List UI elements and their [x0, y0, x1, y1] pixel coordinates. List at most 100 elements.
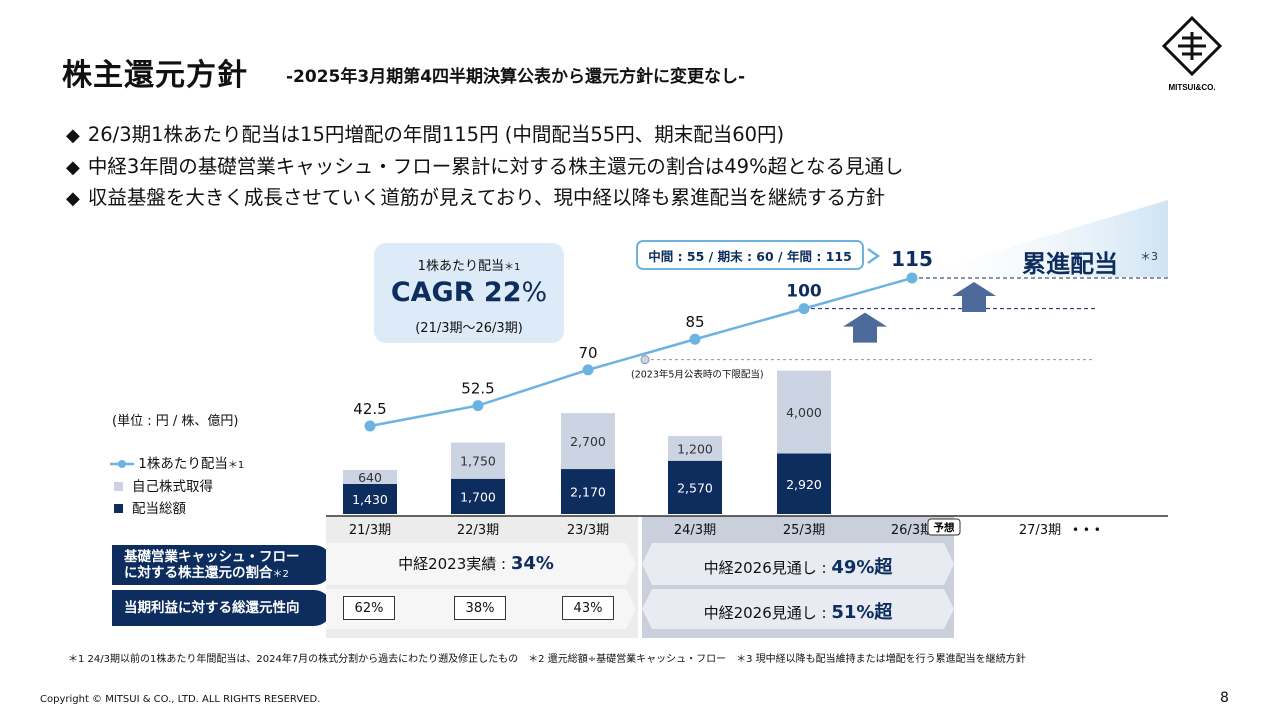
row-label-operating-cf-note: ＊2 — [272, 569, 289, 580]
bar-buyback — [343, 470, 397, 484]
bullet-3: ◆ 収益基盤を大きく成長させていく道筋が見えており、現中経以降も累進配当を継続する… — [66, 186, 886, 209]
x-tick-label: 25/3期 — [783, 523, 825, 538]
bar-buyback-label: 1,750 — [460, 454, 496, 469]
bar-buyback-label: 4,000 — [786, 405, 822, 420]
payout-21-3: 62% — [343, 596, 395, 620]
dps-point — [689, 333, 701, 345]
unit-label: (単位 : 円 / 株、億円) — [112, 414, 239, 429]
legend-dividend: 1株あたり配当＊1 — [110, 452, 244, 472]
progressive-dividend-label: 累進配当 — [1022, 250, 1118, 278]
payout-23-3: 43% — [562, 596, 614, 620]
x-tick-label: 22/3期 — [457, 523, 499, 538]
bar-dividend-total — [777, 453, 831, 514]
dps-point — [364, 420, 376, 432]
lower-limit-marker — [640, 355, 650, 365]
page-title: 株主還元方針 — [62, 58, 248, 93]
cagr-period: (21/3期〜26/3期) — [415, 321, 523, 336]
legend-total-dividend-label: 配当総額 — [132, 501, 186, 517]
svg-text:予想: 予想 — [934, 521, 955, 534]
row1-actual: 中経2023実績 : 34% — [326, 553, 626, 574]
dps-label: 70 — [578, 344, 597, 362]
row1-actual-text: 中経2023実績 : — [398, 555, 511, 573]
row-label-payout-ratio: 当期利益に対する総還元性向 — [112, 590, 332, 626]
bar-dividend-total-label: 2,170 — [570, 485, 606, 500]
dps-point — [798, 303, 810, 315]
bar-dividend-total — [561, 469, 615, 514]
x-tick-label: 21/3期 — [349, 523, 391, 538]
legend-buyback: 自己株式取得 — [110, 475, 213, 495]
dps-point — [582, 364, 594, 376]
row1-right-arrow-bg — [642, 543, 954, 585]
dps-label: 115 — [891, 247, 933, 271]
payout-22-3: 38% — [454, 596, 506, 620]
legend-line-icon — [110, 460, 134, 468]
legend-dividend-label: 1株あたり配当 — [138, 456, 228, 472]
bar-dividend-total-label: 1,430 — [352, 492, 388, 507]
bar-dividend-total-label: 2,570 — [677, 480, 713, 495]
bullet-2: ◆ 中経3年間の基礎営業キャッシュ・フロー累計に対する株主還元の割合は49%超とな… — [66, 155, 904, 178]
bar-dividend-total-label: 2,920 — [786, 477, 822, 492]
forecast-badge: 予想 — [927, 518, 961, 536]
progressive-dividend-note: ＊3 — [1140, 250, 1158, 263]
dps-point — [906, 272, 918, 284]
dps-point — [472, 400, 484, 412]
bar-dividend-total — [343, 484, 397, 514]
row2-right-arrow-bg — [642, 589, 954, 629]
row2-outlook-text: 中経2026見通し : — [703, 604, 832, 622]
bar-buyback-label: 1,200 — [677, 441, 713, 456]
bullet-3-text: 収益基盤を大きく成長させていく道筋が見えており、現中経以降も累進配当を継続する方… — [87, 186, 886, 209]
bar-dividend-total — [451, 478, 505, 514]
dps-line — [369, 276, 913, 428]
x-tick-label: 27/3期 — [1019, 523, 1061, 538]
bar-buyback-label: 640 — [358, 470, 382, 485]
bar-buyback — [668, 435, 722, 461]
x-tick-label: 24/3期 — [674, 523, 716, 538]
row1-outlook-text: 中経2026見通し : — [703, 559, 832, 577]
footnote: ＊1 24/3期以前の1株あたり年間配当は、2024年7月の株式分割から過去にわ… — [68, 654, 1026, 665]
bar-buyback — [777, 370, 831, 454]
cagr-caption: 1株あたり配当＊1 — [417, 259, 521, 274]
x-tick-label: 26/3期 — [891, 523, 933, 538]
cagr-unit: % — [521, 277, 548, 308]
trailing-dots: • • • — [1072, 523, 1101, 537]
page-number: 8 — [1220, 690, 1229, 706]
dps-label: 85 — [685, 313, 704, 331]
bar-buyback — [451, 442, 505, 479]
row1-outlook-value: 49%超 — [831, 557, 893, 578]
up-arrow-icon — [952, 282, 996, 312]
bar-dividend-total — [668, 460, 722, 514]
logo-text: MITSUI&CO. — [1168, 83, 1215, 92]
legend-buyback-label: 自己株式取得 — [132, 479, 213, 495]
cagr-value: CAGR 22% — [390, 277, 548, 308]
up-arrow-icon — [843, 312, 887, 343]
bar-buyback — [561, 413, 615, 470]
row2-outlook: 中経2026見通し : 51%超 — [642, 598, 954, 624]
bullet-2-text: 中経3年間の基礎営業キャッシュ・フロー累計に対する株主還元の割合は49%超となる… — [87, 155, 904, 178]
row1-left-arrow-bg — [326, 543, 636, 585]
legend-total-dividend-swatch — [114, 504, 123, 513]
dps-label: 42.5 — [353, 400, 386, 418]
x-tick-label: 23/3期 — [567, 523, 609, 538]
row-label-operating-cf-line2: に対する株主還元の割合 — [124, 565, 273, 581]
cagr-box: 1株あたり配当＊1 CAGR 22% (21/3期〜26/3期) — [374, 243, 564, 343]
callout-chevron-icon — [867, 247, 881, 265]
cagr-note: ＊1 — [503, 262, 521, 273]
bullet-1-text: 26/3期1株あたり配当は15円増配の年間115円 (中間配当55円、期末配当6… — [87, 123, 785, 146]
progressive-wedge — [910, 200, 1168, 277]
dps-label: 52.5 — [461, 380, 494, 398]
legend-total-dividend: 配当総額 — [110, 497, 186, 517]
bar-buyback-label: 2,700 — [570, 434, 606, 449]
legend-buyback-swatch — [114, 482, 123, 491]
lower-limit-annotation: (2023年5月公表時の下限配当) — [631, 369, 764, 381]
legend-dividend-note: ＊1 — [227, 460, 245, 471]
dps-label: 100 — [786, 282, 822, 302]
copyright: Copyright © MITSUI & CO., LTD. ALL RIGHT… — [40, 694, 321, 705]
company-logo: MITSUI&CO. — [1161, 15, 1223, 92]
page-subtitle: -2025年3月期第4四半期決算公表から還元方針に変更なし- — [286, 67, 746, 87]
row-label-operating-cf-line1: 基礎営業キャッシュ・フロー — [124, 549, 300, 565]
row2-outlook-value: 51%超 — [831, 602, 893, 623]
bar-dividend-total-label: 1,700 — [460, 489, 496, 504]
row1-outlook: 中経2026見通し : 49%超 — [642, 553, 954, 579]
dividend-breakdown-callout: 中間 : 55 / 期末 : 60 / 年間 : 115 — [636, 240, 864, 270]
